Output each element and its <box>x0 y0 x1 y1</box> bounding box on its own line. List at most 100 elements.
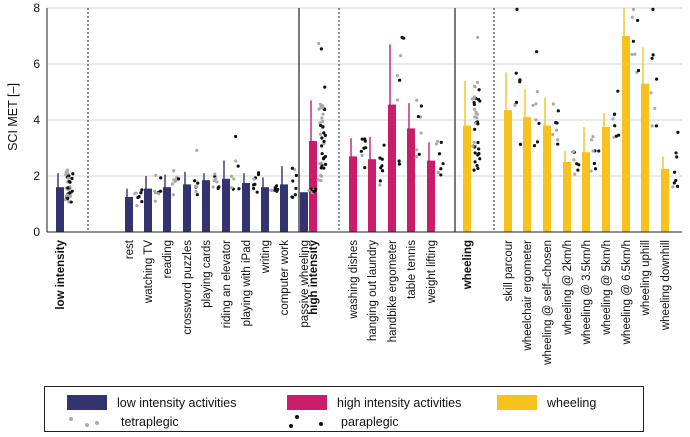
tetraplegic-point-low-intensity <box>68 194 73 198</box>
tetraplegic-point-crossword-puzzles <box>195 148 199 152</box>
paraplegic-point-wheeling-6-5km-h <box>636 68 641 73</box>
paraplegic-point-wheeling-downhill <box>672 170 677 174</box>
paraplegic-point-high-intensity <box>323 133 327 138</box>
paraplegic-point-washing-dishes <box>363 139 367 143</box>
paraplegic-point-high-intensity <box>323 85 327 89</box>
paraplegic-point-skill-parcour <box>518 142 523 146</box>
paraplegic-point-low-intensity <box>66 196 70 200</box>
legend-item-wheeling: wheeling <box>497 395 596 410</box>
tetraplegic-point-crossword-puzzles <box>194 184 198 188</box>
points-computer-work <box>290 166 298 199</box>
paraplegic-point-playing-cards <box>217 185 221 189</box>
paraplegic-point-wheeling <box>478 99 482 103</box>
tetraplegic-point-wheeling <box>474 111 478 115</box>
paraplegic-point-washing-dishes <box>364 146 368 150</box>
category-label-wheeling-downhill: wheeling downhill <box>660 240 672 331</box>
tetraplegic-point-high-intensity <box>316 178 320 182</box>
paraplegic-point-high-intensity <box>319 47 324 51</box>
tetraplegic-point-low-intensity <box>66 176 71 180</box>
points-washing-dishes <box>359 137 368 170</box>
paraplegic-point-handbike-ergometer <box>397 159 401 163</box>
data-points-layer <box>63 7 680 208</box>
bar-wheeling <box>463 125 471 232</box>
tetraplegic-point-rest <box>133 192 137 196</box>
category-label-watching-tv: watching TV <box>143 240 155 304</box>
paraplegic-point-wheeling-5km-h <box>616 89 620 93</box>
points-wheeling-5km-h <box>611 89 621 139</box>
paraplegic-point-low-intensity <box>67 180 71 184</box>
paraplegic-point-wheeling-5km-h <box>614 134 619 138</box>
tetraplegic-point-high-intensity <box>319 174 324 178</box>
tetraplegic-point-wheeling-2km-h <box>572 158 576 162</box>
paraplegic-point-wheeling-self-chosen <box>555 121 559 125</box>
legend-label-high: high intensity activities <box>337 395 462 410</box>
bars-layer <box>56 36 669 232</box>
paraplegic-point-playing-with-ipad <box>252 186 256 191</box>
paraplegic-point-rest <box>140 200 144 204</box>
paraplegic-point-rest <box>140 188 144 192</box>
tetraplegic-point-high-intensity <box>319 106 323 110</box>
tetraplegic-point-wheeling-self-chosen <box>551 133 555 137</box>
tetraplegic-point-reading <box>174 178 178 182</box>
paraplegic-point-wheeling <box>473 127 477 131</box>
paraplegic-point-wheeling <box>476 122 480 126</box>
category-label-writing: writing <box>260 240 272 274</box>
tetraplegic-point-riding-an-elevator <box>229 174 234 178</box>
tetraplegic-point-wheeling-6-5km-h <box>630 52 634 57</box>
points-crossword-puzzles <box>193 148 200 197</box>
paraplegic-point-riding-an-elevator <box>234 134 238 139</box>
legend-label-low: low intensity activities <box>117 395 237 410</box>
paraplegic-point-low-intensity <box>69 200 73 204</box>
bar-skill-parcour <box>504 110 512 232</box>
tetraplegic-point-wheeling-5km-h <box>611 117 615 121</box>
paraplegic-point-wheeling <box>476 140 480 145</box>
tetraplegic-point-wheeling-uphill <box>650 124 654 128</box>
legend-swatch-low <box>67 395 107 410</box>
paraplegic-point-table-tennis <box>419 104 424 108</box>
paraplegic-point-computer-work <box>291 179 295 183</box>
paraplegic-point-wheeling-3-5km-h <box>592 161 596 166</box>
paraplegic-point-writing <box>274 184 279 188</box>
paraplegic-point-crossword-puzzles <box>195 193 199 197</box>
paraplegic-point-skill-parcour <box>515 7 519 11</box>
paraplegic-point-wheelchair-ergometer <box>535 140 540 144</box>
paraplegic-point-riding-an-elevator <box>236 164 240 168</box>
paraplegic-point-wheeling-2km-h <box>575 162 579 166</box>
paraplegic-point-wheeling <box>473 160 477 164</box>
tetraplegic-point-wheeling <box>472 107 477 111</box>
tetraplegic-point-playing-with-ipad <box>252 177 256 181</box>
paraplegic-point-high-intensity <box>322 156 326 160</box>
paraplegic-point-computer-work <box>294 173 298 178</box>
points-watching-tv <box>153 173 163 203</box>
paraplegic-point-wheeling-5km-h <box>612 112 617 116</box>
paraplegic-point-wheeling <box>472 102 476 107</box>
points-riding-an-elevator <box>229 134 241 191</box>
tetraplegic-point-high-intensity <box>318 102 322 106</box>
tetraplegic-point-table-tennis <box>415 148 419 152</box>
tetraplegic-point-high-intensity <box>321 112 325 116</box>
tetraplegic-point-wheelchair-ergometer <box>534 102 538 106</box>
paraplegic-point-low-intensity <box>70 176 74 181</box>
points-writing <box>269 184 280 193</box>
paraplegic-point-high-intensity <box>322 131 326 135</box>
points-playing-with-ipad <box>251 171 261 194</box>
paraplegic-point-wheeling-uphill <box>651 7 655 11</box>
paraplegic-point-wheeling <box>477 88 481 92</box>
paraplegic-point-rest <box>137 194 141 199</box>
paraplegic-point-wheeling <box>476 166 480 171</box>
paraplegic-point-hanging-out-laundry <box>380 169 385 173</box>
paraplegic-point-riding-an-elevator <box>237 187 241 191</box>
paraplegic-point-wheeling-downhill <box>676 130 680 135</box>
paraplegic-point-weight-lifting <box>437 152 442 156</box>
bar-hanging-out-laundry <box>368 159 376 232</box>
bar-riding-an-elevator <box>222 178 230 232</box>
bar-rest <box>125 197 133 232</box>
category-label-handbike-ergometer: handbike ergometer <box>387 240 399 342</box>
tetraplegic-point-wheeling-self-chosen <box>554 128 559 132</box>
paraplegic-point-washing-dishes <box>363 165 367 170</box>
tetraplegic-point-reading <box>171 193 175 197</box>
tetraplegic-point-wheeling-downhill <box>671 185 675 189</box>
bar-wheeling-downhill <box>661 169 669 232</box>
paraplegic-point-computer-work <box>290 195 294 199</box>
tetraplegic-point-wheelchair-ergometer <box>534 118 538 122</box>
